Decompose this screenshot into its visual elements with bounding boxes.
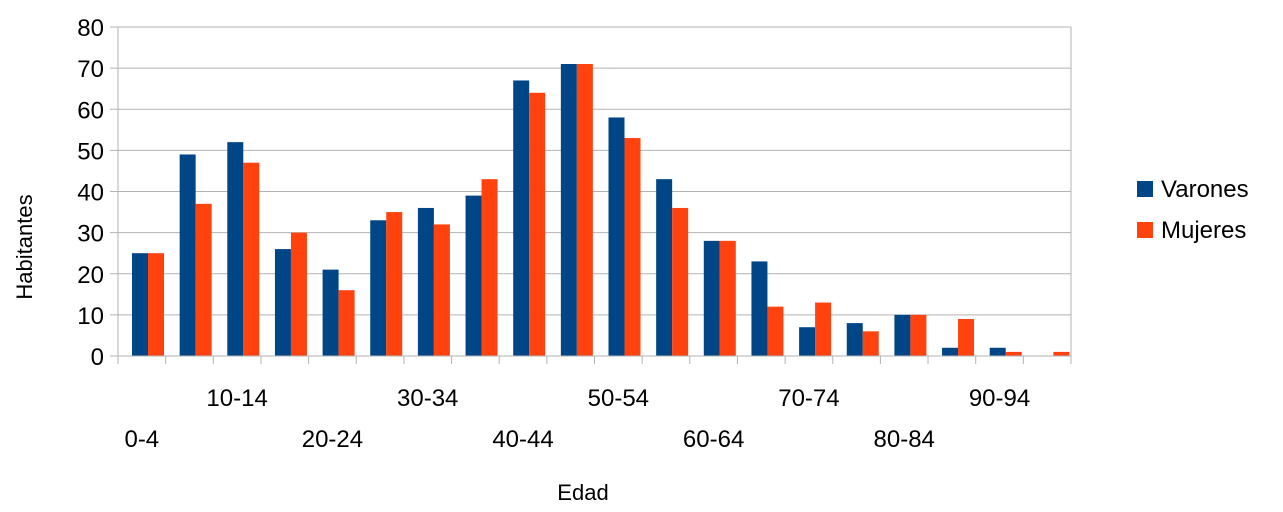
- bar-mujeres-30-34: [433, 224, 450, 356]
- x-tick-label: 30-34: [397, 385, 458, 412]
- bar-mujeres-10-14: [243, 162, 260, 356]
- x-axis-title: Edad: [557, 480, 608, 505]
- bar-mujeres-60-64: [719, 240, 736, 356]
- bar-mujeres-50-54: [624, 138, 641, 356]
- x-tick-label: 40-44: [492, 426, 553, 453]
- x-tick-label: 90-94: [969, 385, 1030, 412]
- y-tick-label: 70: [77, 56, 104, 83]
- x-tick-label: 50-54: [588, 385, 649, 412]
- bar-mujeres-80-84: [910, 314, 927, 356]
- bar-varones-5-9: [179, 154, 196, 356]
- bar-mujeres-15-19: [290, 232, 307, 356]
- bar-mujeres-35-39: [481, 179, 498, 356]
- bar-mujeres-0-4: [148, 253, 164, 356]
- legend-label-varones: Varones: [1161, 176, 1249, 203]
- bars: [132, 64, 1070, 357]
- y-tick-label: 50: [77, 138, 104, 165]
- x-tick-label: 0-4: [124, 426, 159, 453]
- bar-mujeres-90-94: [1005, 351, 1022, 356]
- legend-label-mujeres: Mujeres: [1161, 217, 1246, 244]
- bar-varones-50-54: [608, 117, 625, 356]
- bar-varones-0-4: [132, 253, 148, 356]
- bar-varones-40-44: [513, 80, 530, 357]
- y-axis-title: Habitantes: [12, 194, 37, 299]
- x-tick-label: 10-14: [206, 385, 267, 412]
- bar-varones-60-64: [703, 240, 720, 356]
- bar-varones-70-74: [799, 327, 816, 356]
- bar-varones-80-84: [894, 314, 911, 356]
- x-tick-label: 70-74: [778, 385, 839, 412]
- bar-mujeres-75-79: [862, 331, 879, 356]
- y-tick-label: 20: [77, 262, 104, 289]
- x-tick-label: 60-64: [683, 426, 744, 453]
- bar-mujeres-40-44: [529, 92, 546, 357]
- bar-mujeres-65-69: [767, 306, 784, 356]
- bar-varones-15-19: [274, 249, 291, 356]
- y-tick-label: 80: [77, 15, 104, 42]
- bar-varones-30-34: [417, 207, 434, 356]
- bar-varones-90-94: [989, 347, 1006, 356]
- y-tick-labels: 0 10 20 30 40 50 60 70 80: [77, 15, 104, 371]
- bar-mujeres-20-24: [338, 290, 355, 356]
- bar-mujeres-25-29: [386, 212, 403, 356]
- legend: Varones Mujeres: [1137, 176, 1249, 244]
- bar-varones-65-69: [751, 261, 768, 356]
- bar-mujeres-85-89: [958, 318, 975, 356]
- legend-swatch-varones: [1137, 181, 1153, 197]
- bar-mujeres-5-9: [195, 203, 212, 356]
- y-tick-label: 40: [77, 180, 104, 207]
- bar-mujeres-45-49: [576, 64, 593, 356]
- bar-varones-75-79: [846, 323, 863, 356]
- y-tick-label: 0: [91, 344, 104, 371]
- y-tick-label: 10: [77, 303, 104, 330]
- bar-varones-20-24: [322, 269, 339, 356]
- y-tick-label: 30: [77, 221, 104, 248]
- x-tick-labels: 0-4 10-14 20-24 30-34 40-44 50-54 60-64 70-74 80…: [124, 385, 1030, 453]
- bar-mujeres-55-59: [672, 207, 689, 356]
- bar-mujeres-70-74: [815, 302, 832, 356]
- bar-varones-25-29: [370, 220, 387, 356]
- x-tick-label: 20-24: [302, 426, 363, 453]
- x-tick-label: 80-84: [874, 426, 935, 453]
- legend-swatch-mujeres: [1137, 222, 1153, 238]
- bar-varones-85-89: [942, 347, 959, 356]
- bar-varones-45-49: [560, 64, 577, 356]
- y-tick-label: 60: [77, 97, 104, 124]
- bar-varones-10-14: [227, 142, 244, 356]
- bar-varones-55-59: [656, 179, 673, 356]
- axes: [117, 27, 1072, 364]
- bar-varones-35-39: [465, 195, 482, 356]
- bar-mujeres-95-99: [1053, 351, 1070, 356]
